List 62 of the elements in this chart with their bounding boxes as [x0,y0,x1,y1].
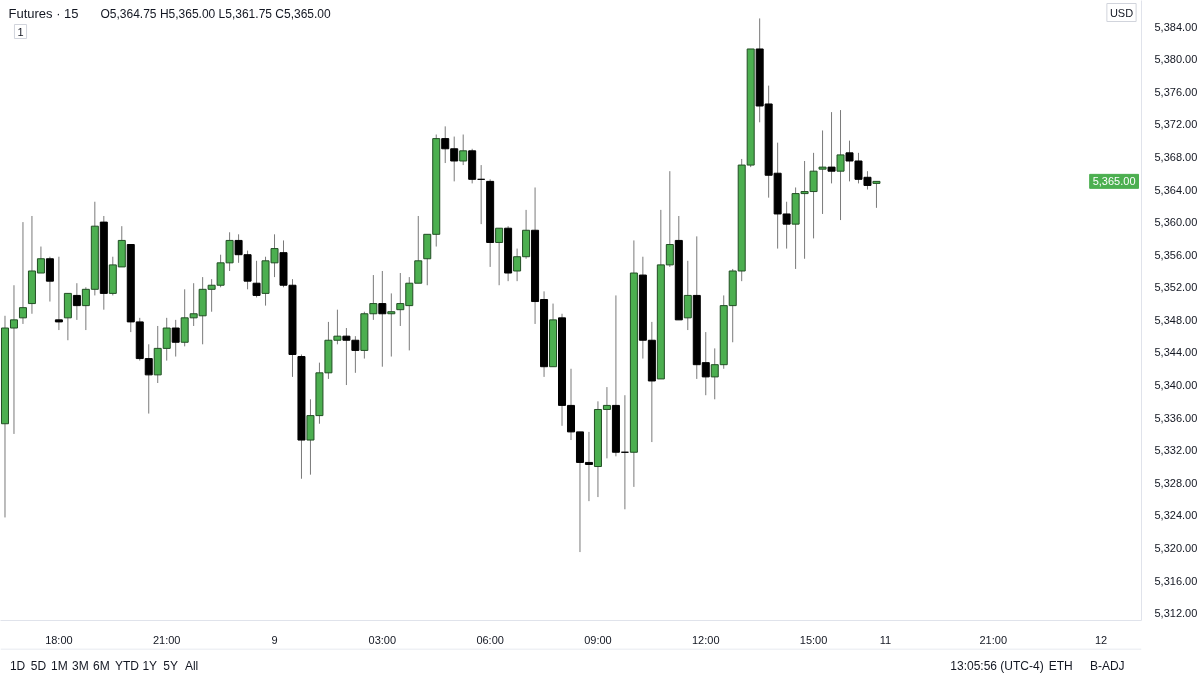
y-tick-label: 5,360.00 [1154,216,1198,229]
annotation: 5,365.00 [1092,175,1136,188]
x-tick-label: 03:00 [368,633,397,646]
y-tick-label: 5,324.00 [1154,509,1198,522]
y-tick-label: 5,344.00 [1154,346,1198,359]
y-tick-label: 5,332.00 [1154,444,1198,457]
candlestick [54,256,63,331]
text: YTD [114,658,140,673]
text: Futures · 15 [8,6,79,21]
y-tick-label: 5,316.00 [1154,574,1198,587]
text: All [184,658,199,673]
y-tick-label: 5,328.00 [1154,476,1198,489]
y-tick-label: 5,340.00 [1154,379,1198,392]
text: ETH [1048,658,1073,673]
candlestick [836,109,845,221]
text: 1Y [142,658,158,673]
candlestick [72,282,81,321]
candlestick [459,134,468,166]
y-tick-label: 5,364.00 [1154,183,1198,196]
candlestick [378,270,387,368]
candlestick [387,292,396,358]
y-tick-label: 5,368.00 [1154,150,1198,163]
x-tick-label: 06:00 [476,633,504,646]
text: 1D [9,658,26,673]
text: 5Y [163,658,179,673]
candlestick [45,256,54,303]
candlestick [171,319,180,358]
y-tick-label: 5,348.00 [1154,313,1198,326]
candlestick [872,180,881,209]
annotation: USD [1109,6,1134,19]
y-tick-label: 5,312.00 [1154,607,1198,620]
candlestick [818,129,827,215]
candlestick [495,227,504,286]
y-tick-label: 5,336.00 [1154,411,1198,424]
text: 5D [30,658,47,673]
text: B-ADJ [1089,658,1125,673]
y-tick-label: 5,356.00 [1154,248,1198,261]
y-tick-label: 5,380.00 [1154,53,1198,66]
x-tick-label: 12 [1094,633,1108,646]
x-tick-label: 9 [271,633,278,646]
text: 3M [72,658,89,673]
x-tick-label: 21:00 [152,633,181,646]
x-tick-label: 09:00 [584,633,612,646]
candlestick [18,221,27,325]
candlestick [827,111,836,184]
x-tick-label: 12:00 [692,633,720,646]
candlestick [252,260,261,298]
y-tick-label: 5,372.00 [1154,118,1198,131]
x-tick-label: 18:00 [45,633,73,646]
text: 6M [92,658,110,673]
x-tick-label: 15:00 [799,633,828,646]
annotation: 1 [17,25,24,38]
text: 1M [51,658,68,673]
y-tick-label: 5,376.00 [1154,85,1198,98]
y-tick-label: 5,320.00 [1154,541,1198,554]
annotation: O5,364.75 H5,365.00 L5,361.75 C5,365.00 [100,6,332,21]
x-tick-label: 11 [879,633,892,646]
text: 13:05:56 (UTC-4) [950,658,1044,673]
y-tick-label: 5,384.00 [1154,20,1198,33]
x-tick-label: 21:00 [979,633,1008,646]
y-tick-label: 5,352.00 [1154,281,1198,294]
candlestick [683,260,692,331]
